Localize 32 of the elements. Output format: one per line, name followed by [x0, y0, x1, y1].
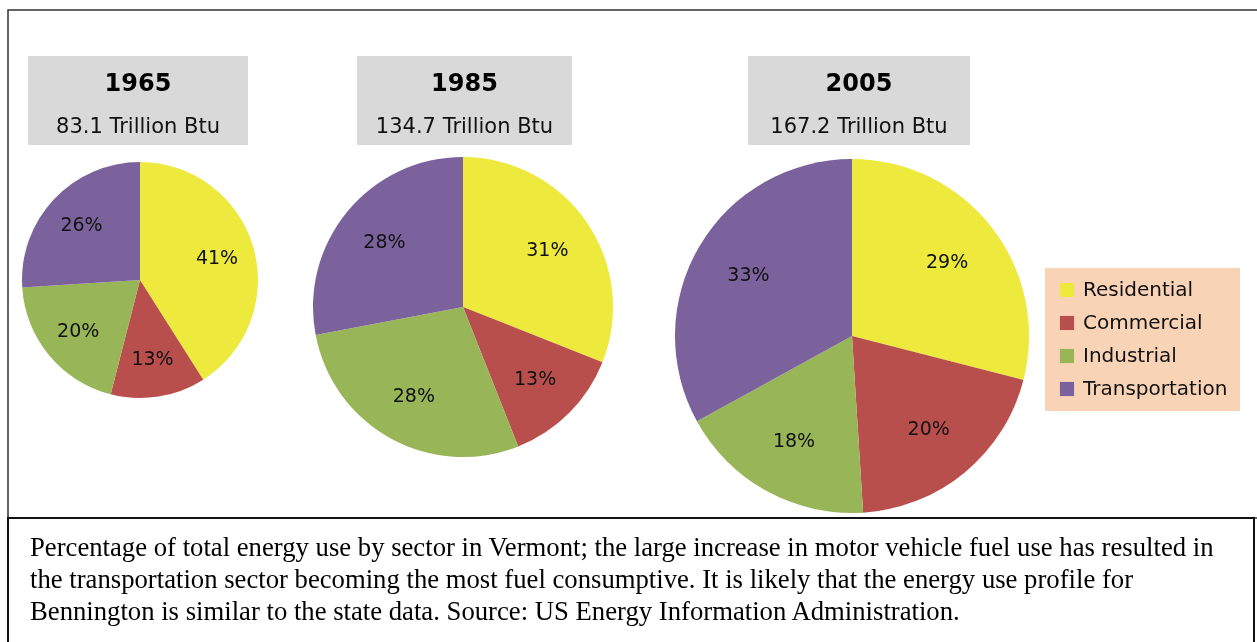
legend-label: Transportation: [1082, 376, 1228, 400]
pie-slice: [852, 159, 1029, 381]
pie-slice: [463, 307, 603, 447]
legend-label: Industrial: [1083, 343, 1177, 367]
chart-subtitle: 83.1 Trillion Btu: [56, 114, 220, 138]
chart-title: 1965: [104, 69, 172, 97]
data-label: 41%: [195, 245, 239, 268]
data-label: 29%: [925, 250, 969, 273]
pie-slice: [696, 336, 864, 513]
chart-title: 2005: [825, 69, 893, 97]
text: Percentage of total energy use by sector in Vermont; the large increase in motor vehicle fuel use has resulted in the transportation sector becoming the most fuel consumptive. It is likely that the energy use profile for Bennington is similar to the state data. Source: US Energy Information Administration.: [30, 532, 1214, 626]
chart-subtitle: 134.7 Trillion Btu: [375, 114, 554, 138]
data-label: 33%: [727, 262, 770, 285]
data-label: 20%: [57, 319, 100, 342]
legend-label: Commercial: [1083, 310, 1203, 334]
pie-slice: [852, 336, 1024, 513]
chart-subtitle: 167.2 Trillion Btu: [770, 114, 948, 138]
data-label: 31%: [526, 237, 569, 260]
data-label: 13%: [131, 347, 174, 370]
pie-slice: [675, 159, 852, 422]
data-label: 28%: [363, 229, 406, 252]
pie-slice: [22, 162, 140, 288]
legend-label: Residential: [1083, 277, 1194, 301]
data-label: 26%: [60, 213, 103, 236]
data-label: 20%: [907, 416, 950, 439]
data-label: 18%: [772, 429, 816, 452]
chart-title: 1985: [431, 69, 498, 97]
pie-slice: [463, 157, 613, 363]
pie-slice: [313, 157, 463, 336]
pie-slice: [110, 280, 204, 398]
data-label: 28%: [392, 384, 435, 407]
data-label: 13%: [514, 367, 557, 390]
